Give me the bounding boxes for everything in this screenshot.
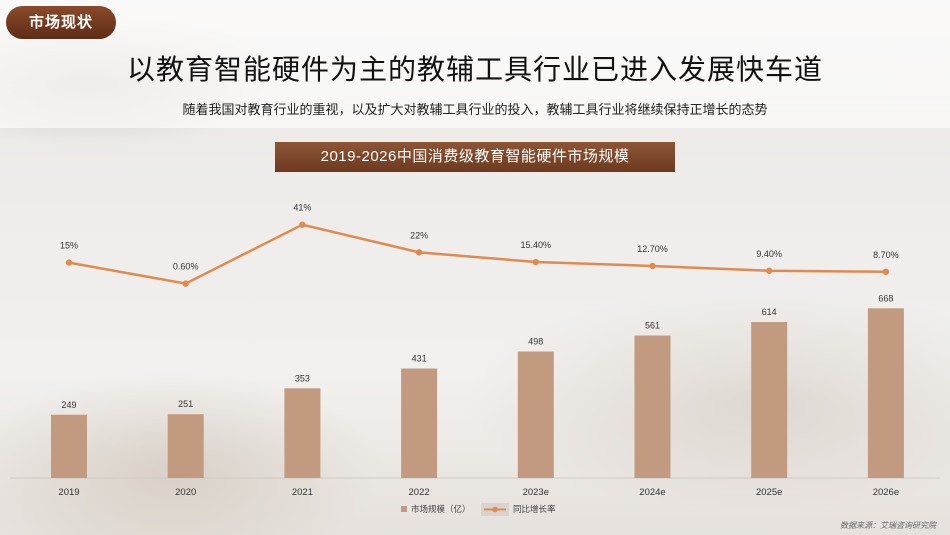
legend-line-marker <box>492 506 498 513</box>
growth-label-2023e: 15.40% <box>521 240 552 250</box>
legend-bar-label: 市场规模（亿） <box>411 504 471 514</box>
growth-point-2023e <box>532 258 539 266</box>
growth-label-2022: 22% <box>410 230 428 240</box>
legend-line-label: 同比增长率 <box>513 504 556 514</box>
x-tick-2021: 2021 <box>292 487 313 498</box>
legend-bar-swatch <box>401 506 407 512</box>
bar-label-2023e: 498 <box>528 337 543 347</box>
bar-label-2021: 353 <box>295 373 310 383</box>
growth-point-2022 <box>415 249 423 256</box>
x-tick-2022: 2022 <box>409 487 430 498</box>
x-tick-2023e: 2023e <box>523 487 549 498</box>
growth-point-2024e <box>649 262 656 270</box>
bar-label-2019: 249 <box>61 400 76 410</box>
page-subtitle: 随着我国对教育行业的重视，以及扩大对教辅工具行业的投入，教辅工具行业将继续保持正… <box>182 102 768 117</box>
bar-2022 <box>401 368 438 478</box>
bar-label-2025e: 614 <box>762 307 777 317</box>
bar-label-2022: 431 <box>412 354 427 364</box>
bar-label-2020: 251 <box>178 399 193 409</box>
x-tick-2020: 2020 <box>175 487 196 498</box>
chart-title: 2019-2026中国消费级教育智能硬件市场规模 <box>275 142 675 172</box>
bar-2025e <box>751 322 788 478</box>
page-title: 以教育智能硬件为主的教辅工具行业已进入发展快车道 <box>126 54 823 85</box>
x-tick-2019: 2019 <box>58 487 79 498</box>
header-band <box>0 0 950 128</box>
bar-2019 <box>51 414 87 478</box>
x-tick-2025e: 2025e <box>756 487 782 498</box>
growth-label-2025e: 9.40% <box>756 249 782 259</box>
growth-label-2026e: 8.70% <box>873 250 899 260</box>
x-tick-2024e: 2024e <box>639 487 665 498</box>
bar-2021 <box>284 388 321 478</box>
growth-point-2026e <box>882 268 890 275</box>
growth-label-2024e: 12.70% <box>637 244 668 254</box>
growth-point-2020 <box>182 280 189 287</box>
growth-label-2020: 0.60% <box>173 262 199 272</box>
section-tag: 市场现状 <box>6 6 116 39</box>
growth-label-2021: 41% <box>293 203 311 213</box>
growth-point-2025e <box>766 267 773 274</box>
growth-label-2019: 15% <box>60 241 78 251</box>
bar-2020 <box>167 414 204 478</box>
bar-2026e <box>867 308 904 478</box>
bar-2024e <box>634 335 671 478</box>
bar-2023e <box>517 351 554 478</box>
growth-point-2021 <box>299 221 306 228</box>
bar-label-2024e: 561 <box>645 321 660 331</box>
growth-line <box>68 223 886 285</box>
growth-point-2019 <box>65 259 73 266</box>
source-note: 数据来源：艾瑞咨询研究院 <box>840 521 936 530</box>
x-tick-2026e: 2026e <box>873 487 899 498</box>
bar-label-2026e: 668 <box>878 293 893 303</box>
